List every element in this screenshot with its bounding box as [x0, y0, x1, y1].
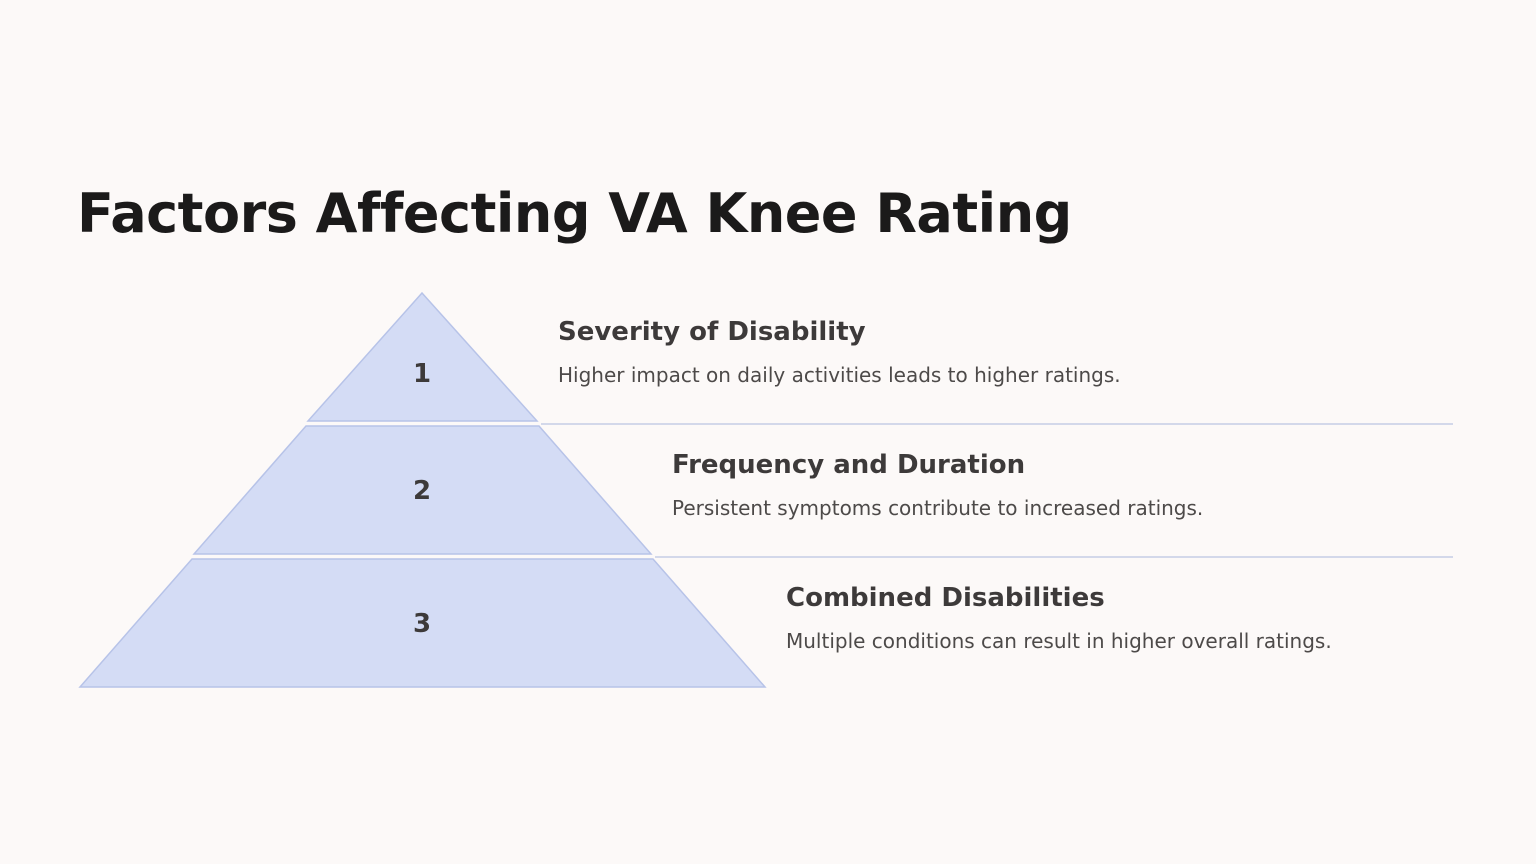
tier-3-heading: Combined Disabilities: [786, 583, 1105, 613]
tier-1-text: Severity of Disability Higher impact on …: [558, 314, 1121, 390]
tier-1-heading: Severity of Disability: [558, 317, 866, 347]
pyramid-tier-2: [192, 425, 653, 555]
tier-1-number: 1: [413, 359, 431, 389]
tier-3-description: Multiple conditions can result in higher…: [786, 629, 1332, 653]
tier-2-heading: Frequency and Duration: [672, 450, 1026, 480]
pyramid-tier-1: [306, 291, 539, 422]
tier-1-description: Higher impact on daily activities leads …: [558, 363, 1121, 387]
page-title: Factors Affecting VA Knee Rating: [77, 182, 1072, 245]
tier-2-text: Frequency and Duration Persistent sympto…: [672, 447, 1203, 523]
pyramid-tier-3: [78, 558, 767, 688]
tier-2-description: Persistent symptoms contribute to increa…: [672, 496, 1204, 520]
tier-2-number: 2: [413, 476, 431, 506]
tier-3-text: Combined Disabilities Multiple condition…: [786, 580, 1332, 656]
tier-3-number: 3: [413, 609, 431, 639]
